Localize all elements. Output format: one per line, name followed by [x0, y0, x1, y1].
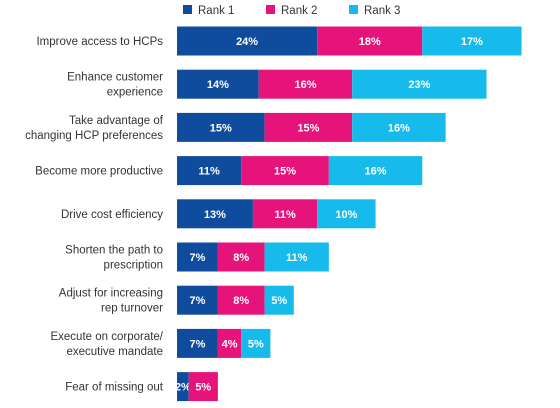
category-label-shorten-the-path-to-prescription: Shorten the path to prescription	[65, 245, 163, 272]
bar-rank-1-row-4	[177, 156, 242, 186]
bar-label-rank-3-row-6: 11%	[286, 252, 308, 264]
bar-rank-3-row-3	[352, 112, 446, 142]
bar-label-rank-3-row-2: 23%	[408, 79, 430, 91]
bar-label-rank-2-row-2: 16%	[294, 79, 316, 91]
category-label-become-more-productive: Become more productive	[35, 166, 163, 178]
legend-swatch-rank-1	[183, 5, 192, 14]
bar-label-rank-3-row-3: 16%	[388, 122, 410, 134]
bar-label-rank-1-row-5: 13%	[204, 209, 226, 221]
bar-label-rank-1-row-6: 7%	[189, 252, 205, 264]
bar-rank-2-row-8	[217, 328, 242, 358]
bar-rank-2-row-2	[258, 69, 353, 99]
category-label-enhance-customer-experience: Enhance customer experience	[67, 72, 163, 99]
category-labels: Improve access to HCPs Enhance customer ex…	[25, 36, 164, 394]
legend-label-rank-1: Rank 1	[198, 5, 234, 17]
bar-label-rank-1-row-9: 2%	[175, 382, 191, 394]
category-label-take-advantage-of-changing-hcp-preferences: Take advantage of changing HCP preference…	[25, 115, 164, 142]
legend-label-rank-3: Rank 3	[364, 5, 400, 17]
bar-label-rank-2-row-7: 8%	[233, 295, 249, 307]
bar-rank-1-row-7	[177, 285, 218, 315]
bar-label-rank-3-row-7: 5%	[271, 295, 287, 307]
bar-label-rank-2-row-3: 15%	[297, 122, 319, 134]
legend-label-rank-2: Rank 2	[281, 5, 317, 17]
bar-rank-2-row-3	[264, 112, 353, 142]
category-label-drive-cost-efficiency: Drive cost efficiency	[61, 209, 163, 221]
bar-rank-3-row-7	[264, 285, 294, 315]
bar-label-rank-2-row-6: 8%	[233, 252, 249, 264]
bar-label-rank-1-row-8: 7%	[189, 338, 205, 350]
bar-rank-2-row-7	[217, 285, 265, 315]
bar-label-rank-3-row-1: 17%	[461, 36, 483, 48]
bar-rank-2-row-4	[241, 156, 329, 186]
bar-rank-3-row-6	[264, 242, 329, 272]
bar-label-rank-1-row-7: 7%	[189, 295, 205, 307]
bar-rank-3-row-4	[328, 156, 423, 186]
bar-label-rank-2-row-9: 5%	[195, 382, 211, 394]
bar-label-rank-2-row-1: 18%	[359, 36, 381, 48]
legend: Rank 1 Rank 2 Rank 3	[183, 5, 400, 17]
bar-label-rank-1-row-3: 15%	[210, 122, 232, 134]
bar-rank-1-row-6	[177, 242, 218, 272]
bar-rank-3-row-1	[422, 26, 522, 56]
category-label-execute-on-corporate-executive-mandate: Execute on corporate/executive mandate	[50, 331, 163, 358]
bar-label-rank-3-row-8: 5%	[248, 338, 264, 350]
bar-rank-3-row-2	[352, 69, 487, 99]
legend-swatch-rank-3	[349, 5, 358, 14]
category-label-adjust-for-increasing-rep-turnover: Adjust for increasing rep turnover	[59, 288, 163, 315]
bar-rank-1-row-3	[177, 112, 265, 142]
bar-rank-2-row-6	[217, 242, 265, 272]
bar-rank-3-row-5	[317, 199, 376, 229]
bars: 24% 18% 17% 14% 16% 23% 15% 15% 16% 11% 15% 16% 13% 1…	[175, 26, 522, 402]
bar-label-rank-1-row-1: 24%	[236, 36, 258, 48]
bar-rank-1-row-9	[177, 372, 189, 402]
bar-rank-3-row-8	[241, 328, 271, 358]
bar-label-rank-3-row-5: 10%	[335, 209, 357, 221]
bar-rank-1-row-8	[177, 328, 218, 358]
bar-label-rank-2-row-5: 11%	[274, 209, 296, 221]
bar-rank-1-row-2	[177, 69, 259, 99]
bar-rank-2-row-9	[188, 372, 218, 402]
bar-label-rank-2-row-8: 4%	[222, 338, 238, 350]
bar-rank-2-row-1	[317, 26, 423, 56]
legend-swatch-rank-2	[266, 5, 275, 14]
bar-rank-1-row-5	[177, 199, 253, 229]
bar-label-rank-1-row-4: 11%	[198, 166, 220, 178]
bar-label-rank-1-row-2: 14%	[207, 79, 229, 91]
bar-rank-1-row-1	[177, 26, 318, 56]
bar-label-rank-3-row-4: 16%	[365, 166, 387, 178]
category-label-improve-access-to-hcps: Improve access to HCPs	[36, 36, 163, 48]
category-label-fear-of-missing-out: Fear of missing out	[65, 382, 164, 394]
bar-label-rank-2-row-4: 15%	[274, 166, 296, 178]
bar-rank-2-row-5	[252, 199, 318, 229]
